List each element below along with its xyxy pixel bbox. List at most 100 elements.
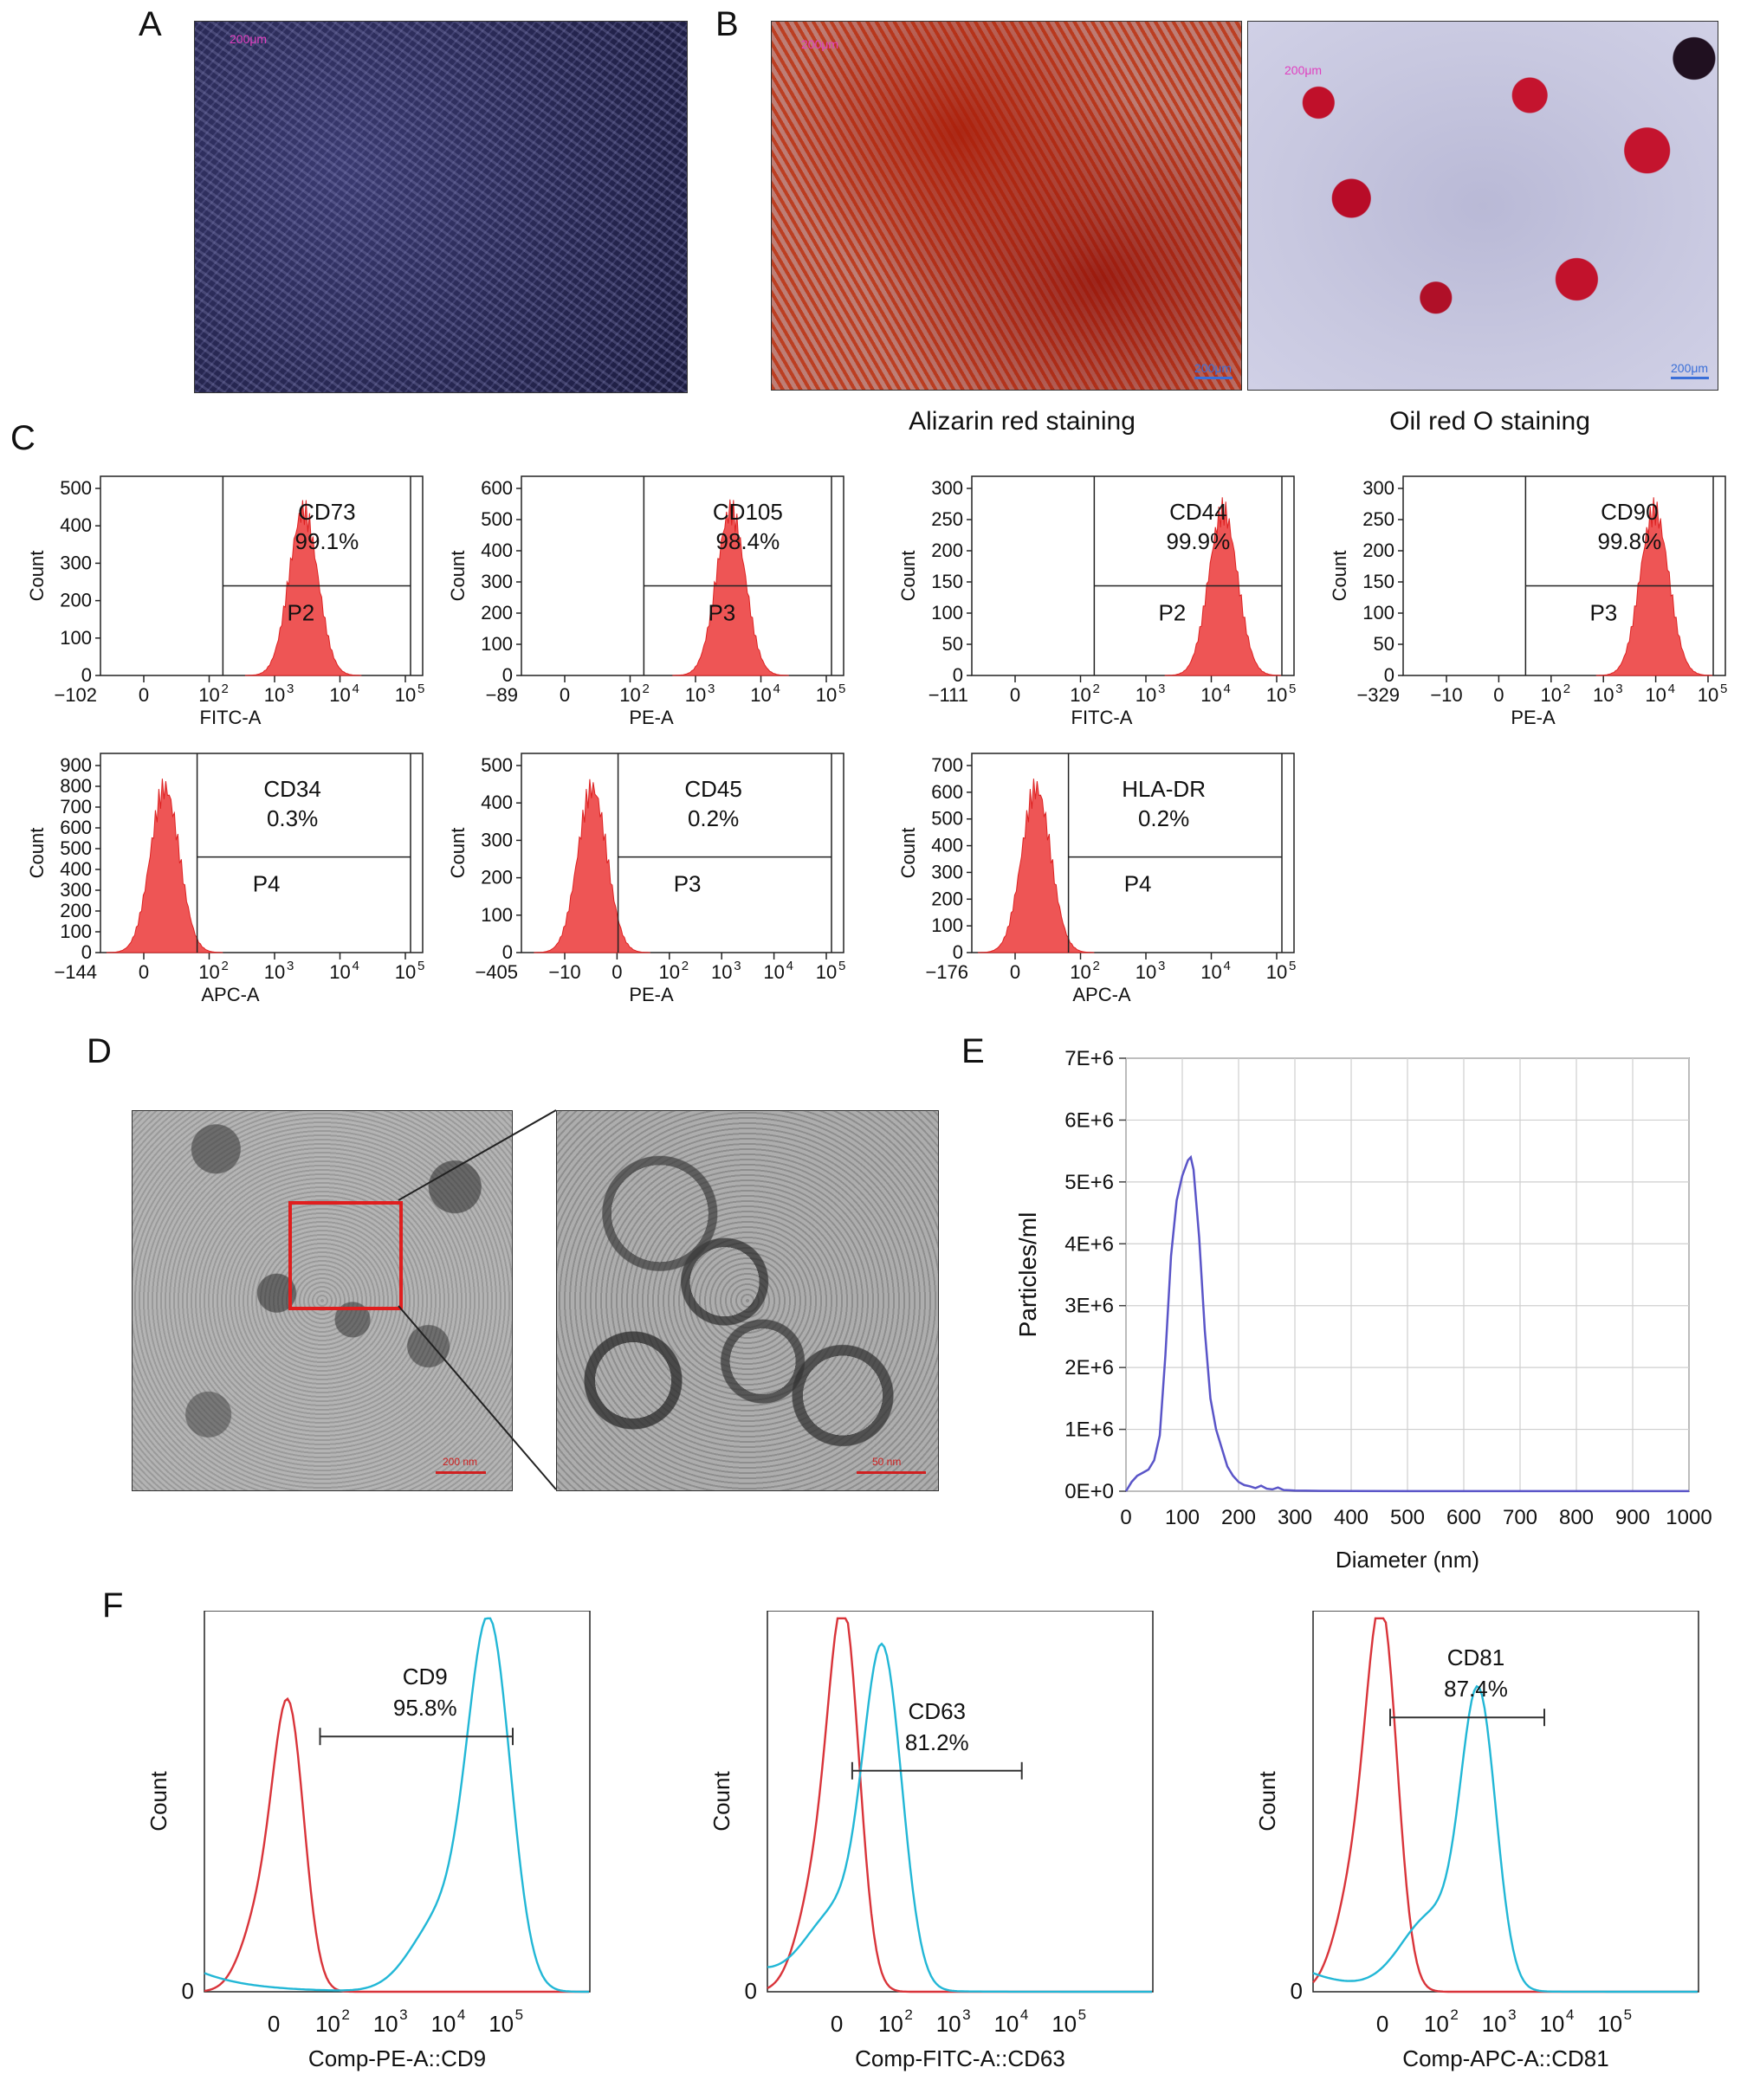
x-tick-label: 0 bbox=[611, 961, 622, 983]
x-tick-label: 10 bbox=[1051, 2011, 1077, 2037]
panel-label-c: C bbox=[10, 419, 36, 457]
panel-label-e: E bbox=[961, 1032, 985, 1070]
x-tick-label: 10 bbox=[685, 684, 706, 706]
x-tick-label: 10 bbox=[1541, 684, 1562, 706]
control-curve bbox=[767, 1617, 1152, 1993]
x-axis-label: APC-A bbox=[201, 984, 260, 1005]
x-tick-exponent: 3 bbox=[1615, 682, 1622, 696]
x-tick-exponent: 2 bbox=[904, 2006, 912, 2023]
x-min-label: −144 bbox=[54, 961, 97, 983]
x-tick-exponent: 5 bbox=[1624, 2006, 1632, 2023]
x-tick-label: 10 bbox=[264, 684, 285, 706]
x-tick-label: 0 bbox=[1493, 684, 1504, 706]
gate-label: P3 bbox=[674, 871, 702, 897]
zoom-box bbox=[288, 1201, 403, 1310]
y-tick-label: 200 bbox=[481, 602, 513, 624]
x-tick-label: 10 bbox=[1482, 2011, 1507, 2037]
y-tick-label: 600 bbox=[60, 817, 92, 838]
y-axis-label: Count bbox=[26, 828, 48, 879]
y-tick-label: 4E+6 bbox=[1064, 1232, 1114, 1256]
x-tick-exponent: 3 bbox=[1158, 682, 1165, 696]
x-tick-label: 10 bbox=[1136, 684, 1156, 706]
y-tick-label: 300 bbox=[481, 829, 513, 850]
x-tick-label: 0 bbox=[831, 2011, 843, 2037]
x-tick-label: 10 bbox=[1266, 961, 1287, 983]
x-tick-label: 10 bbox=[395, 961, 416, 983]
x-tick-exponent: 2 bbox=[1450, 2006, 1458, 2023]
y-tick-label: 700 bbox=[931, 754, 963, 776]
x-tick-label: 10 bbox=[711, 961, 732, 983]
x-tick-exponent: 5 bbox=[1289, 959, 1296, 973]
x-tick-label: 0 bbox=[560, 684, 570, 706]
x-axis-label: Comp-FITC-A::CD63 bbox=[855, 2045, 1065, 2071]
y-tick-label: 6E+6 bbox=[1064, 1108, 1114, 1132]
plot-frame bbox=[1312, 1611, 1699, 1993]
y-tick-label: 200 bbox=[1362, 540, 1394, 561]
y-tick-label: 1E+6 bbox=[1064, 1418, 1114, 1442]
x-tick-label: 10 bbox=[816, 961, 837, 983]
marker-label: CD73 bbox=[298, 499, 355, 525]
tem-overview: 200 nm bbox=[132, 1110, 513, 1491]
x-tick-label: 10 bbox=[1200, 961, 1221, 983]
nta-chart: 0 100 200 300 400 500 600 700 800 900 1000 0E+0 1E+6… bbox=[1014, 1047, 1712, 1573]
x-tick-label: 10 bbox=[264, 961, 285, 983]
y-tick-label: 200 bbox=[60, 900, 92, 921]
x-tick-label: 0 bbox=[1376, 2011, 1388, 2037]
percent-label: 98.4% bbox=[715, 528, 780, 554]
x-tick-exponent: 3 bbox=[708, 682, 715, 696]
x-tick-label: 10 bbox=[315, 2011, 340, 2037]
gate-label: P3 bbox=[708, 600, 735, 626]
x-tick-exponent: 5 bbox=[838, 959, 845, 973]
y-tick-label: 400 bbox=[481, 792, 513, 813]
y-tick-label: 200 bbox=[931, 888, 963, 909]
micrograph-msc-culture: 200μm bbox=[194, 21, 688, 393]
marker-label: CD81 bbox=[1447, 1644, 1504, 1670]
panel-label-a: A bbox=[139, 5, 162, 43]
x-tick-label: 10 bbox=[1266, 684, 1287, 706]
x-tick-exponent: 4 bbox=[773, 682, 780, 696]
y-tick-label: 5E+6 bbox=[1064, 1171, 1114, 1194]
y-tick-label: 400 bbox=[481, 540, 513, 561]
percent-label: 81.2% bbox=[905, 1729, 969, 1755]
x-tick-label: 10 bbox=[329, 961, 350, 983]
y-axis-label: Count bbox=[1254, 1771, 1280, 1832]
x-tick-label: 10 bbox=[1070, 961, 1090, 983]
y-tick-label: 250 bbox=[931, 508, 963, 530]
x-tick-label: 10 bbox=[1645, 684, 1666, 706]
x-axis-label: PE-A bbox=[629, 707, 674, 728]
y-tick-label: 500 bbox=[931, 808, 963, 830]
control-curve bbox=[204, 1696, 589, 1993]
y-tick-label: 0 bbox=[953, 941, 963, 963]
control-curve bbox=[1312, 1617, 1698, 1993]
y-axis-label: Count bbox=[1329, 551, 1350, 602]
x-tick-label: −10 bbox=[1430, 684, 1462, 706]
y-axis-label: Count bbox=[447, 551, 469, 602]
x-tick-label: 10 bbox=[1070, 684, 1090, 706]
x-tick-label: 10 bbox=[489, 2011, 514, 2037]
x-tick-exponent: 4 bbox=[1668, 682, 1675, 696]
y-tick-label: 500 bbox=[60, 477, 92, 499]
scale-label-b-right-top: 200μm bbox=[1284, 63, 1323, 77]
panel-label-b: B bbox=[715, 5, 739, 43]
x-tick-label: 10 bbox=[763, 961, 784, 983]
x-tick-label: 0 bbox=[139, 684, 149, 706]
gate-label: P4 bbox=[253, 871, 281, 897]
x-tick-exponent: 2 bbox=[682, 959, 689, 973]
x-tick-label: 10 bbox=[329, 684, 350, 706]
y-tick-label: 800 bbox=[60, 775, 92, 797]
x-tick-label: 0 bbox=[1010, 961, 1020, 983]
x-tick-label: 10 bbox=[1698, 684, 1718, 706]
percent-label: 87.4% bbox=[1444, 1676, 1508, 1702]
histogram-cd105 bbox=[672, 499, 789, 676]
y-tick-label: 100 bbox=[60, 627, 92, 649]
x-tick-exponent: 5 bbox=[417, 959, 424, 973]
x-tick-exponent: 4 bbox=[353, 682, 359, 696]
y-tick-label: 0 bbox=[81, 941, 92, 963]
x-tick-label: 300 bbox=[1278, 1506, 1312, 1529]
marker-label: CD34 bbox=[263, 776, 320, 802]
histogram-hla-dr bbox=[977, 779, 1095, 953]
x-tick-label: 400 bbox=[1334, 1506, 1369, 1529]
x-tick-label: 10 bbox=[198, 684, 219, 706]
y-tick-label: 0E+0 bbox=[1064, 1480, 1114, 1503]
